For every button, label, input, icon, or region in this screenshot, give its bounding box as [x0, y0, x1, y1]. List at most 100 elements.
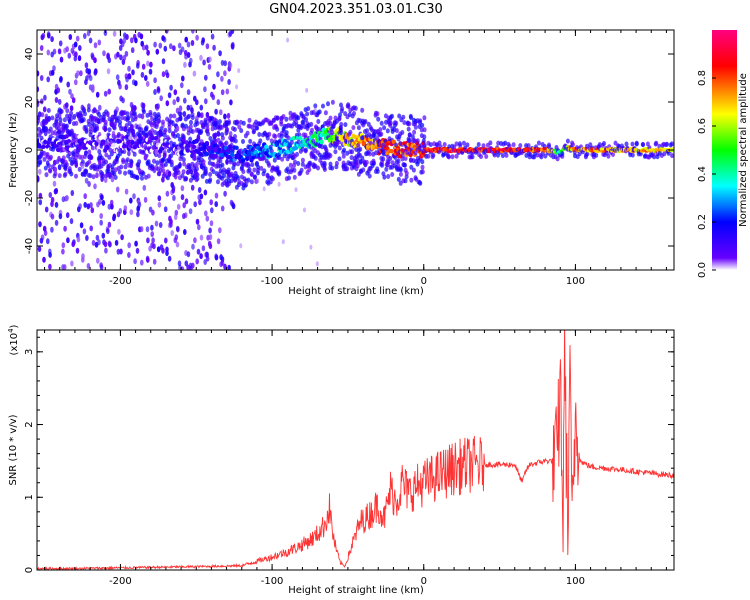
- spectrogram-cell: [390, 113, 394, 119]
- spectrogram-cell: [171, 120, 175, 127]
- y-tick-label: -20: [24, 190, 35, 206]
- spectrogram-cell: [211, 94, 216, 101]
- spectrogram-cell: [337, 145, 342, 151]
- spectrogram-cell: [371, 158, 376, 164]
- spectrogram-cell: [202, 145, 207, 151]
- spectrogram-cell: [339, 102, 343, 108]
- spectrogram-cell: [37, 120, 40, 126]
- spectrogram-cell: [181, 157, 186, 163]
- spectrogram-cell: [208, 136, 213, 141]
- spectrogram-cell: [216, 137, 221, 143]
- spectrogram-cell: [140, 113, 145, 120]
- spectrogram-cell: [84, 127, 89, 133]
- spectrogram-cell: [86, 203, 91, 210]
- spectrogram-cell: [114, 239, 119, 246]
- spectrogram-cell: [97, 149, 102, 155]
- spectrogram-cell: [208, 227, 212, 234]
- spectrogram-cell: [41, 32, 46, 39]
- spectrogram-cell: [146, 256, 150, 263]
- spectrogram-cell: [141, 63, 146, 70]
- spectrogram-cell: [176, 203, 181, 210]
- spectrogram-cell: [262, 168, 267, 174]
- x-tick-label: 100: [566, 276, 585, 287]
- spectrogram-cell: [454, 153, 459, 159]
- spectrogram-cell: [461, 140, 466, 146]
- spectrogram-cell: [195, 34, 199, 41]
- spectrogram-cell: [149, 61, 153, 68]
- spectrogram-cell: [420, 122, 425, 128]
- spectrogram-cell: [133, 105, 137, 112]
- spectrogram-cell: [197, 187, 202, 193]
- spectrogram-cell: [186, 41, 191, 48]
- spectrogram-cell: [277, 155, 282, 160]
- spectrogram-cell: [249, 179, 254, 185]
- spectrogram-cell: [119, 248, 123, 255]
- spectrogram-cell: [388, 156, 393, 161]
- spectrogram-cell: [219, 109, 223, 116]
- spectrogram-cell: [228, 131, 233, 137]
- spectrogram-cell: [292, 167, 297, 173]
- spectrogram-cell: [40, 112, 45, 118]
- spectrogram-cell: [161, 71, 166, 78]
- spectrogram-cell: [188, 136, 193, 142]
- spectrogram-cell: [150, 128, 155, 134]
- spectrogram-cell: [362, 119, 367, 125]
- spectrogram-cell: [409, 177, 414, 183]
- spectrogram-cell: [280, 156, 285, 162]
- spectrogram-cell: [123, 164, 128, 170]
- spectrogram-cell: [287, 175, 291, 181]
- spectrogram-cell: [125, 111, 130, 117]
- spectrogram-cell: [330, 165, 335, 171]
- y-tick-label: 40: [24, 48, 35, 61]
- spectrogram-cell: [669, 147, 674, 151]
- spectrogram-cell: [223, 113, 227, 120]
- spectrogram-cell: [48, 192, 53, 198]
- spectrogram-cell: [384, 166, 389, 172]
- spectrogram-cell: [216, 71, 220, 78]
- spectrogram-cell: [606, 153, 611, 159]
- spectrogram-cell: [220, 89, 225, 96]
- spectrogram-cell: [345, 150, 350, 156]
- spectrogram-cell: [61, 248, 65, 255]
- spectrogram-cell: [101, 199, 106, 206]
- spectrogram-cell: [219, 152, 224, 158]
- spectrogram-cell: [408, 138, 412, 144]
- spectrogram-cell: [72, 113, 77, 120]
- spectrogram-cell: [101, 173, 105, 179]
- spectrogram-cell: [353, 105, 358, 111]
- spectrogram-cell: [296, 115, 301, 121]
- spectrogram-cell: [146, 173, 151, 179]
- spectrogram-cell: [379, 131, 384, 137]
- spectrogram-cell: [256, 170, 260, 176]
- spectrogram-cell: [145, 80, 150, 87]
- spectrogram-cell: [247, 117, 252, 123]
- colorbar-tick-label: 0.0: [697, 262, 708, 278]
- x-tick-label: 0: [421, 276, 427, 287]
- spectrogram-cell: [281, 239, 285, 245]
- spectrogram-cell: [46, 76, 50, 83]
- spectrogram-cell: [38, 192, 43, 199]
- spectrogram-cell: [555, 156, 560, 162]
- spectrogram-cell: [129, 197, 133, 204]
- spectrogram-cell: [95, 91, 100, 98]
- spectrogram-cell: [360, 107, 365, 113]
- spectrogram-cell: [328, 153, 333, 159]
- spectrogram-cell: [172, 195, 176, 201]
- spectrogram-cell: [375, 111, 380, 117]
- spectrogram-cell: [104, 152, 109, 158]
- spectrogram-cell: [201, 37, 205, 44]
- spectrogram-cell: [54, 188, 59, 194]
- spectrogram-cell: [158, 42, 163, 49]
- spectrogram-cell: [43, 165, 48, 171]
- spectrogram-cell: [420, 159, 425, 165]
- spectrogram-cell: [70, 190, 75, 196]
- spectrogram-cell: [195, 99, 199, 106]
- spectrogram-cell: [156, 112, 161, 118]
- spectrogram-cell: [42, 156, 47, 162]
- spectrogram-cell: [82, 106, 86, 113]
- spectrogram-cell: [107, 127, 112, 133]
- spectrogram-cell: [413, 175, 418, 181]
- spectrogram-x-ticks: -200 -100 0 100: [44, 30, 667, 287]
- spectrogram-cell: [402, 120, 407, 126]
- spectrogram-cell: [204, 98, 208, 105]
